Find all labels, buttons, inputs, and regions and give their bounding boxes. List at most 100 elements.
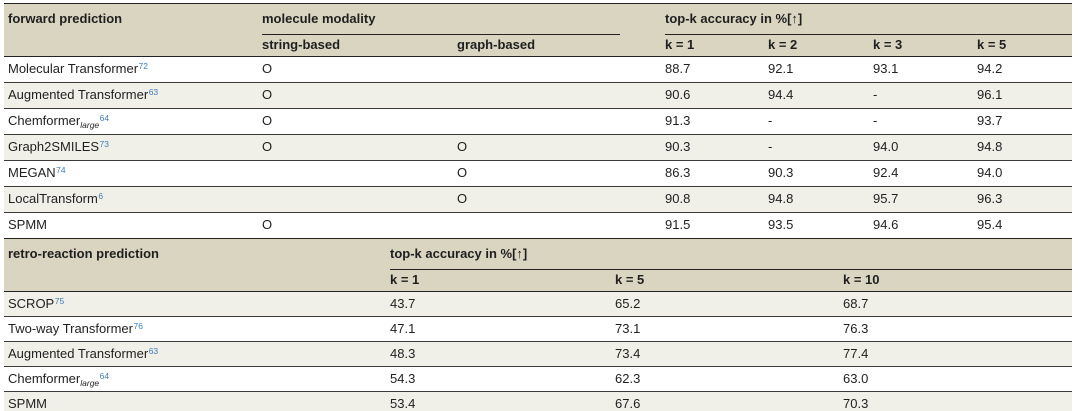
value-cell: 92.4 xyxy=(873,165,899,180)
value-cell: 92.1 xyxy=(768,61,794,76)
value-cell: - xyxy=(768,139,773,154)
table-row: SPMM 53.4 67.6 70.3 xyxy=(4,391,1072,411)
table-row: Two-way Transformer76 47.1 73.1 76.3 xyxy=(4,316,1072,341)
benchmark-table: forward prediction molecule modality top… xyxy=(4,3,1072,411)
table-row: Chemformerlarge64 54.3 62.3 63.0 xyxy=(4,366,1072,391)
value-cell: 68.7 xyxy=(843,296,869,311)
retro-prediction-header-band: retro-reaction prediction top-k accuracy… xyxy=(4,238,1072,292)
value-cell: 94.0 xyxy=(873,139,899,154)
value-cell: 48.3 xyxy=(390,346,416,361)
value-cell: 93.5 xyxy=(768,217,794,232)
string-based-mark-cell: O xyxy=(262,139,273,154)
model-name: Molecular Transformer xyxy=(8,61,139,76)
value-cell: - xyxy=(768,113,773,128)
value-cell: 93.7 xyxy=(977,113,1003,128)
value-cell: 47.1 xyxy=(390,321,416,336)
molecule-modality-header: molecule modality xyxy=(262,4,620,35)
model-name-cell: SCROP75 xyxy=(4,292,390,316)
model-name: Chemformer xyxy=(8,371,81,386)
empty-header-cell xyxy=(4,34,262,56)
model-name-cell: MEGAN74 xyxy=(4,161,262,186)
empty-header-cell xyxy=(4,269,390,291)
model-name: SPMM xyxy=(8,217,47,232)
graph-based-mark-cell: O xyxy=(457,191,468,206)
string-based-mark-cell: O xyxy=(262,87,273,102)
value-cell: 73.4 xyxy=(615,346,641,361)
forward-prediction-header-band: forward prediction molecule modality top… xyxy=(4,3,1072,57)
model-name-subscript: large xyxy=(80,377,100,388)
model-name-cell: Chemformerlarge64 xyxy=(4,109,262,134)
model-name: MEGAN xyxy=(8,165,56,180)
graph-based-mark-cell xyxy=(457,213,665,238)
model-name: Augmented Transformer xyxy=(8,346,149,361)
model-name: Graph2SMILES xyxy=(8,139,100,154)
col-header-k1: k = 1 xyxy=(390,272,420,287)
model-name: LocalTransform xyxy=(8,191,98,206)
col-header-k5: k = 5 xyxy=(615,272,645,287)
value-cell: 76.3 xyxy=(843,321,869,336)
value-cell: 94.8 xyxy=(768,191,794,206)
citation-ref[interactable]: 76 xyxy=(133,320,143,331)
value-cell: 91.5 xyxy=(665,217,691,232)
graph-based-mark-cell xyxy=(457,83,665,108)
retro-header-row: retro-reaction prediction top-k accuracy… xyxy=(4,239,1072,270)
value-cell: 94.6 xyxy=(873,217,899,232)
value-cell: 86.3 xyxy=(665,165,691,180)
value-cell: 91.3 xyxy=(665,113,691,128)
graph-based-mark-cell: O xyxy=(457,165,468,180)
value-cell: 53.4 xyxy=(390,396,416,411)
col-header-k3: k = 3 xyxy=(873,37,903,52)
value-cell: 62.3 xyxy=(615,371,641,386)
forward-prediction-rows: Molecular Transformer72 O 88.7 92.1 93.1 94.2… xyxy=(4,57,1072,238)
model-name: SCROP xyxy=(8,296,55,311)
string-based-mark-cell: O xyxy=(262,61,273,76)
value-cell: 90.8 xyxy=(665,191,691,206)
citation-ref[interactable]: 74 xyxy=(56,164,66,175)
value-cell: 54.3 xyxy=(390,371,416,386)
table-row: Augmented Transformer63 48.3 73.4 77.4 xyxy=(4,341,1072,366)
col-header-string-based: string-based xyxy=(262,37,341,52)
value-cell: - xyxy=(873,87,878,102)
citation-ref[interactable]: 72 xyxy=(138,60,149,71)
model-name-cell: LocalTransform6 xyxy=(4,187,262,212)
value-cell: 93.1 xyxy=(873,61,899,76)
value-cell: 43.7 xyxy=(390,296,416,311)
citation-ref[interactable]: 6 xyxy=(98,190,104,201)
value-cell: 65.2 xyxy=(615,296,641,311)
value-cell: 88.7 xyxy=(665,61,691,76)
value-cell: 90.6 xyxy=(665,87,691,102)
citation-ref[interactable]: 73 xyxy=(99,138,110,149)
model-name: Two-way Transformer xyxy=(8,321,133,336)
citation-ref[interactable]: 63 xyxy=(148,345,159,356)
model-name-subscript: large xyxy=(80,119,100,130)
section1-topk-header: top-k accuracy in %[↑] xyxy=(665,4,1072,35)
col-header-k1: k = 1 xyxy=(665,37,695,52)
forward-header-row: forward prediction molecule modality top… xyxy=(4,4,1072,35)
string-based-mark-cell: O xyxy=(262,217,273,232)
model-name-cell: Graph2SMILES73 xyxy=(4,135,262,160)
forward-subheader-row: string-based graph-based k = 1 k = 2 k =… xyxy=(4,34,1072,56)
graph-based-mark-cell xyxy=(457,109,665,134)
value-cell: 94.4 xyxy=(768,87,794,102)
citation-ref[interactable]: 64 xyxy=(99,112,110,123)
citation-ref[interactable]: 75 xyxy=(54,295,65,306)
table-row: SPMM O 91.5 93.5 94.6 95.4 xyxy=(4,212,1072,238)
citation-ref[interactable]: 63 xyxy=(148,86,159,97)
value-cell: - xyxy=(873,113,878,128)
value-cell: 73.1 xyxy=(615,321,641,336)
table-row: LocalTransform6 O 90.8 94.8 95.7 96.3 xyxy=(4,186,1072,212)
section2-topk-header: top-k accuracy in %[↑] xyxy=(390,239,1072,270)
model-name-cell: Chemformerlarge64 xyxy=(4,367,390,391)
value-cell: 94.2 xyxy=(977,61,1003,76)
graph-based-mark-cell xyxy=(457,57,665,82)
value-cell: 94.8 xyxy=(977,139,1003,154)
citation-ref[interactable]: 64 xyxy=(99,370,110,381)
string-based-mark-cell xyxy=(262,161,457,186)
model-name-cell: Augmented Transformer63 xyxy=(4,342,390,366)
value-cell: 96.1 xyxy=(977,87,1003,102)
col-header-k5: k = 5 xyxy=(977,37,1007,52)
model-name-cell: SPMM xyxy=(4,392,390,411)
graph-based-mark-cell: O xyxy=(457,139,468,154)
section1-title: forward prediction xyxy=(8,11,123,26)
